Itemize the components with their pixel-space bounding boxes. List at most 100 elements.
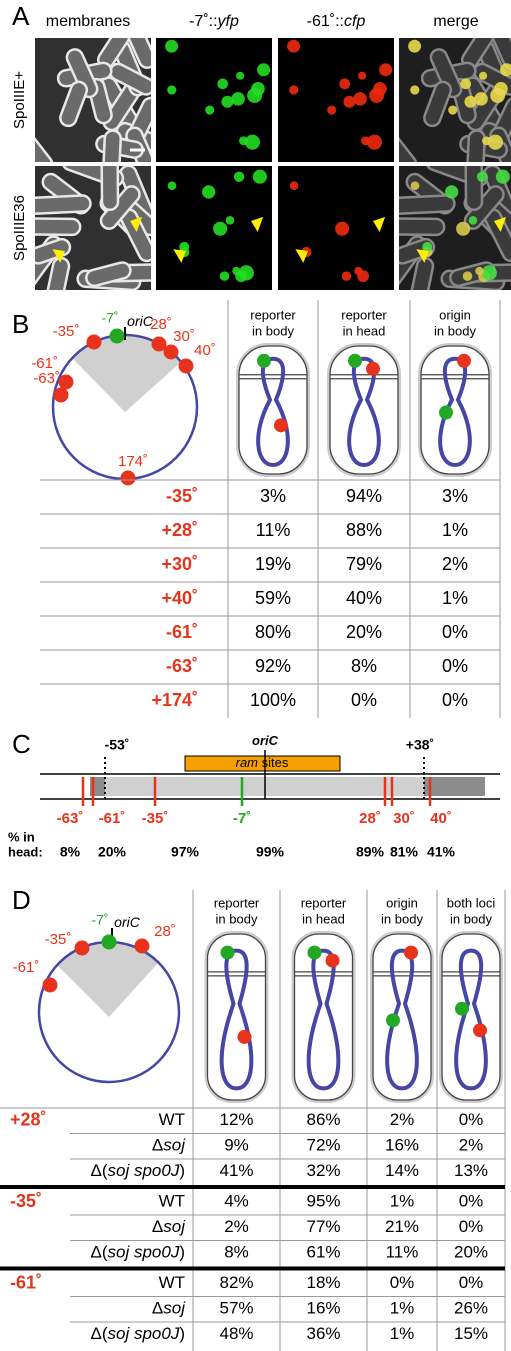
fluorescent-focus xyxy=(234,172,244,182)
fluorescent-focus xyxy=(408,40,421,53)
column-header: reporter xyxy=(214,895,260,910)
fluorescent-focus xyxy=(239,265,254,280)
fluorescent-focus xyxy=(327,105,336,114)
fluorescent-focus xyxy=(353,92,367,106)
locus-label: 174˚ xyxy=(118,453,148,470)
locus-label: 40˚ xyxy=(430,810,452,827)
strain-label: Δsoj xyxy=(152,1217,186,1236)
column-header: membranes xyxy=(46,13,130,30)
row-header: +28˚ xyxy=(161,520,198,540)
text-part: Δ xyxy=(152,1299,163,1318)
table-cell: 20% xyxy=(346,622,382,642)
locus-label: -35˚ xyxy=(45,931,72,948)
fluorescent-focus xyxy=(220,271,230,281)
table-cell: 2% xyxy=(459,1136,484,1155)
table-cell: 0% xyxy=(459,1217,484,1236)
locus-dot xyxy=(386,1013,400,1027)
boundary-label: -53˚ xyxy=(105,737,130,753)
cell-wall xyxy=(330,346,398,474)
cell-wall xyxy=(208,934,266,1100)
cell-wall xyxy=(295,934,353,1100)
group-header: -35˚ xyxy=(10,1191,42,1211)
origin-label: oriC xyxy=(114,914,141,930)
table-cell: 16% xyxy=(306,1299,340,1318)
table-cell: 0% xyxy=(390,1273,415,1292)
table-cell: 0% xyxy=(351,690,377,710)
table-cell: 80% xyxy=(255,622,291,642)
locus-dot xyxy=(274,418,288,432)
text-part: ) xyxy=(179,1324,185,1343)
table-cell: 94% xyxy=(346,486,382,506)
column-header: in head xyxy=(302,911,345,926)
table-cell: 14% xyxy=(385,1161,419,1180)
micrograph xyxy=(156,166,272,290)
micrograph xyxy=(278,38,394,162)
locus-dot xyxy=(473,1023,487,1037)
fluorescent-focus xyxy=(287,40,300,53)
cell-sketch xyxy=(208,934,266,1100)
micrograph xyxy=(17,152,169,316)
locus-dot xyxy=(59,375,74,390)
fluorescent-focus xyxy=(335,222,349,236)
fluorescent-focus xyxy=(411,181,420,190)
locus-label: -61˚ xyxy=(13,959,40,976)
fluorescent-focus xyxy=(469,216,478,225)
panel-label: B xyxy=(12,309,29,339)
locus-dot xyxy=(164,345,179,360)
text-part: ) xyxy=(179,1161,185,1180)
head-percent: 81% xyxy=(390,844,419,860)
table-cell: 15% xyxy=(454,1324,488,1343)
text-part: ram xyxy=(236,755,259,770)
cell-wall xyxy=(239,346,307,474)
column-header: reporter xyxy=(250,307,296,322)
fluorescent-focus xyxy=(477,172,487,182)
text-part: oriC xyxy=(252,733,279,748)
fluorescent-focus xyxy=(251,82,265,96)
row-header: SpoIIIE+ xyxy=(11,71,28,129)
cell-wall xyxy=(442,934,500,1100)
locus-label: -35˚ xyxy=(142,810,169,827)
table-cell: 8% xyxy=(224,1243,249,1262)
column-header: in body xyxy=(381,911,423,926)
table-cell: 48% xyxy=(219,1324,253,1343)
fluorescent-focus xyxy=(168,181,177,190)
table-cell: 77% xyxy=(306,1217,340,1236)
locus-label: 30˚ xyxy=(393,810,415,827)
column-header: both loci xyxy=(447,895,496,910)
fluorescent-focus xyxy=(358,72,366,80)
table-cell: 16% xyxy=(385,1136,419,1155)
table-cell: 95% xyxy=(306,1192,340,1211)
head-label: % in xyxy=(8,829,35,844)
text-part: soj spo0J xyxy=(108,1161,180,1180)
row-header: +174˚ xyxy=(151,690,198,710)
cell-wall xyxy=(373,934,431,1100)
head-percent: 97% xyxy=(171,844,200,860)
table-cell: 57% xyxy=(219,1299,253,1318)
locus-label: 28˚ xyxy=(150,316,172,333)
text-part: soj xyxy=(163,1136,186,1155)
cell-outline xyxy=(102,156,118,210)
column-header: in head xyxy=(343,323,386,338)
table-cell: 1% xyxy=(390,1324,415,1343)
locus-dot xyxy=(366,362,380,376)
fluorescent-focus xyxy=(226,216,235,225)
head-percent: 89% xyxy=(356,844,385,860)
fluorescent-focus xyxy=(289,85,298,94)
row-header: -63˚ xyxy=(166,656,198,676)
boundary-label: +38˚ xyxy=(406,737,434,753)
table-cell: 21% xyxy=(385,1217,419,1236)
table-cell: 13% xyxy=(454,1161,488,1180)
locus-label: 30˚ xyxy=(173,328,195,345)
locus-dot xyxy=(308,946,322,960)
fluorescent-focus xyxy=(482,265,497,280)
locus-label: 40˚ xyxy=(194,342,216,359)
row-header: -61˚ xyxy=(166,622,198,642)
cell-outline xyxy=(389,195,455,214)
fluorescent-focus xyxy=(475,267,483,275)
strain-label: Δ(soj spo0J) xyxy=(90,1161,185,1180)
micrograph xyxy=(381,152,511,316)
fluorescent-focus xyxy=(167,85,176,94)
fluorescent-focus xyxy=(165,40,178,53)
fluorescent-focus xyxy=(488,135,503,150)
table-cell: 0% xyxy=(459,1192,484,1211)
